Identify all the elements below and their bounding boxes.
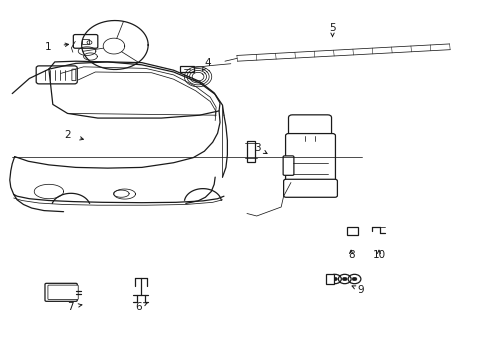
FancyBboxPatch shape (180, 66, 193, 72)
FancyBboxPatch shape (81, 39, 89, 44)
Bar (346, 227, 357, 235)
FancyBboxPatch shape (73, 35, 98, 48)
FancyBboxPatch shape (285, 134, 335, 185)
FancyBboxPatch shape (283, 179, 337, 197)
Text: 10: 10 (372, 250, 385, 260)
Circle shape (332, 277, 337, 281)
Text: 2: 2 (64, 130, 71, 140)
FancyBboxPatch shape (36, 66, 77, 84)
FancyBboxPatch shape (283, 156, 293, 175)
Text: 6: 6 (135, 302, 142, 312)
FancyBboxPatch shape (288, 115, 331, 139)
Circle shape (342, 277, 346, 281)
Text: 3: 3 (254, 143, 261, 153)
FancyBboxPatch shape (45, 283, 77, 301)
Bar (246, 141, 254, 162)
Text: 8: 8 (347, 250, 354, 260)
Text: 7: 7 (67, 302, 74, 312)
Text: 4: 4 (204, 58, 211, 68)
Circle shape (351, 277, 356, 281)
Text: 5: 5 (328, 23, 335, 33)
Bar (325, 274, 333, 284)
FancyBboxPatch shape (72, 69, 76, 81)
Text: 1: 1 (44, 42, 51, 52)
Text: 9: 9 (356, 285, 363, 295)
FancyBboxPatch shape (48, 285, 78, 300)
